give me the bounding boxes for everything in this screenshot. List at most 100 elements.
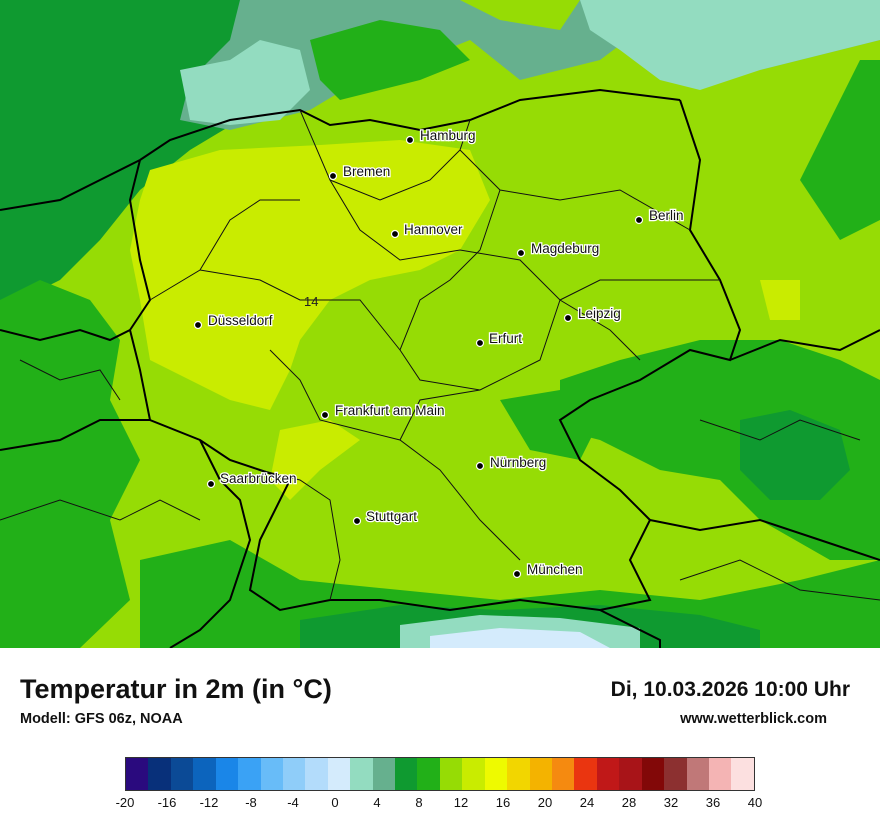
city-marker bbox=[516, 248, 526, 258]
color-scale-swatch bbox=[462, 758, 485, 790]
color-scale-swatch bbox=[148, 758, 171, 790]
color-scale-swatch bbox=[170, 758, 194, 790]
temperature-zone bbox=[800, 60, 880, 240]
city-stuttgart: Stuttgart bbox=[352, 508, 419, 526]
color-scale-ticks: -20 -16 -12 -8 -4 0 4 8 12 16 20 24 28 32 36 40 bbox=[105, 795, 775, 815]
temperature-zone bbox=[580, 0, 880, 90]
color-scale-tick-label: 28 bbox=[621, 795, 637, 810]
color-scale-tick-label: 24 bbox=[579, 795, 595, 810]
color-scale-swatch bbox=[529, 758, 553, 790]
city-label: Düsseldorf bbox=[208, 313, 273, 328]
color-scale-swatch bbox=[215, 758, 239, 790]
color-scale-swatch bbox=[708, 758, 732, 790]
color-scale-tick-label: 8 bbox=[415, 795, 423, 810]
city-hannover: Hannover bbox=[390, 221, 464, 239]
color-scale-swatch bbox=[619, 758, 642, 790]
temperature-zone bbox=[0, 280, 140, 648]
city-marker bbox=[475, 338, 485, 348]
city-label: Hamburg bbox=[420, 128, 476, 143]
color-scale-swatch bbox=[417, 758, 440, 790]
website-link: www.wetterblick.com bbox=[680, 711, 827, 727]
city-label: Saarbrücken bbox=[220, 471, 297, 486]
city-marker bbox=[405, 135, 415, 145]
city-label: Erfurt bbox=[489, 331, 522, 346]
map-title: Temperatur in 2m (in °C) bbox=[20, 674, 332, 704]
city-label: Leipzig bbox=[578, 306, 621, 321]
color-scale-swatch bbox=[327, 758, 351, 790]
city-marker bbox=[475, 461, 485, 471]
forecast-datetime: Di, 10.03.2026 10:00 Uhr bbox=[610, 678, 850, 701]
color-scale-tick-label: -8 bbox=[245, 795, 257, 810]
city-marker bbox=[193, 320, 203, 330]
city-label: Bremen bbox=[343, 164, 390, 179]
city-berlin: Berlin bbox=[634, 207, 685, 225]
city-muenchen: München bbox=[512, 561, 584, 579]
color-scale-swatch bbox=[686, 758, 709, 790]
city-frankfurt: Frankfurt am Main bbox=[320, 402, 446, 419]
temperature-map: Hamburg Bremen Hannover Berlin Magdeburg… bbox=[0, 0, 880, 648]
city-marker bbox=[328, 171, 338, 181]
city-label: Hannover bbox=[404, 222, 463, 237]
color-scale-swatch bbox=[574, 758, 597, 790]
city-label: München bbox=[527, 562, 583, 577]
country-borders bbox=[0, 88, 880, 648]
city-hamburg: Hamburg bbox=[405, 127, 477, 145]
city-label: Frankfurt am Main bbox=[335, 403, 445, 418]
color-scale-swatch bbox=[552, 758, 575, 790]
color-scale-swatch bbox=[507, 758, 530, 790]
color-scale-swatch bbox=[238, 758, 261, 790]
city-marker bbox=[206, 479, 216, 489]
color-scale-swatch bbox=[596, 758, 620, 790]
color-scale-swatch bbox=[260, 758, 283, 790]
temperature-zone bbox=[760, 280, 800, 320]
color-scale-swatch bbox=[641, 758, 665, 790]
city-label: Magdeburg bbox=[531, 241, 599, 256]
color-scale-swatch bbox=[395, 758, 418, 790]
color-scale-tick-label: -20 bbox=[115, 795, 135, 810]
info-panel: Temperatur in 2m (in °C) Modell: GFS 06z… bbox=[0, 648, 880, 830]
temperature-zone bbox=[310, 20, 470, 100]
city-label: Stuttgart bbox=[366, 509, 417, 524]
color-scale-swatch bbox=[731, 758, 754, 790]
city-leipzig: Leipzig bbox=[563, 305, 622, 322]
color-scale-tick-label: 0 bbox=[331, 795, 339, 810]
color-scale-swatch bbox=[126, 758, 149, 790]
model-info: Modell: GFS 06z, NOAA bbox=[20, 711, 183, 727]
color-scale-tick-label: -4 bbox=[287, 795, 299, 810]
temperature-zone bbox=[270, 420, 360, 500]
city-marker bbox=[634, 215, 644, 225]
color-scale-swatch bbox=[372, 758, 396, 790]
city-marker bbox=[512, 569, 522, 579]
city-label: Berlin bbox=[649, 208, 684, 223]
city-magdeburg: Magdeburg bbox=[516, 240, 601, 258]
city-duesseldorf: Düsseldorf bbox=[193, 312, 274, 330]
temperature-zone bbox=[180, 40, 310, 125]
city-bremen: Bremen bbox=[328, 163, 392, 181]
color-scale-swatch bbox=[664, 758, 687, 790]
color-scale-swatch bbox=[484, 758, 508, 790]
color-scale-swatch bbox=[350, 758, 373, 790]
color-scale-swatch bbox=[282, 758, 306, 790]
color-scale-tick-label: 36 bbox=[705, 795, 721, 810]
color-scale-tick-label: 20 bbox=[537, 795, 553, 810]
color-scale bbox=[125, 757, 755, 791]
color-scale-swatch bbox=[193, 758, 216, 790]
color-scale-tick-label: -16 bbox=[157, 795, 177, 810]
city-marker bbox=[352, 516, 362, 526]
color-scale-swatch bbox=[305, 758, 328, 790]
temperature-zone bbox=[560, 340, 880, 560]
city-erfurt: Erfurt bbox=[475, 330, 524, 348]
city-nuernberg: Nürnberg bbox=[475, 454, 548, 471]
color-scale-tick-label: 40 bbox=[747, 795, 763, 810]
color-scale-swatch bbox=[439, 758, 463, 790]
temperature-zone bbox=[430, 628, 610, 648]
color-scale-tick-label: 12 bbox=[453, 795, 469, 810]
color-scale-tick-label: 32 bbox=[663, 795, 679, 810]
city-marker bbox=[390, 229, 400, 239]
state-borders bbox=[0, 109, 880, 601]
temperature-zone bbox=[130, 140, 490, 410]
color-scale-tick-label: 16 bbox=[495, 795, 511, 810]
temperature-zone bbox=[740, 410, 850, 500]
city-label: Nürnberg bbox=[490, 455, 546, 470]
temperature-zone bbox=[500, 390, 600, 460]
